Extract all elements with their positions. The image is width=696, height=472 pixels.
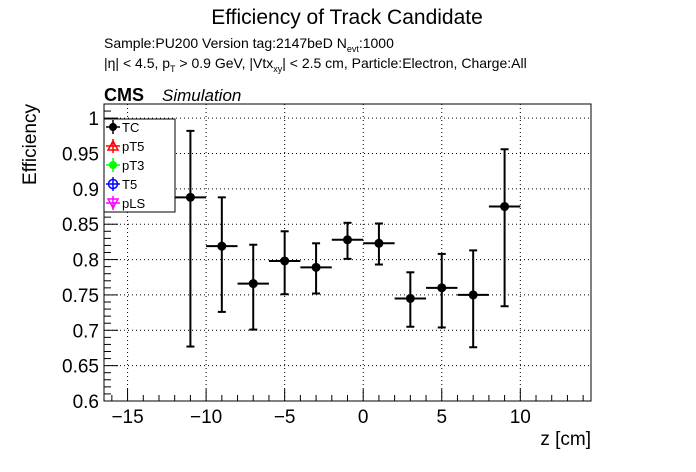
data-point <box>300 242 332 295</box>
chart-subtitle-cuts: |η| < 4.5, pT > 0.9 GeV, |Vtxxy| < 2.5 c… <box>104 55 527 74</box>
legend-entry: pLS <box>106 196 145 211</box>
y-tick-label: 0.75 <box>62 286 99 307</box>
legend-label: pLS <box>122 196 145 211</box>
data-marker <box>248 279 258 289</box>
tick-layer: −15 −10 −5 0 5 10 0.6 0.65 0.7 0.75 0.8 0.85 0.9 0.95… <box>62 103 584 428</box>
x-tick-label: −5 <box>274 407 296 428</box>
data-point <box>206 196 238 313</box>
x-tick-label: 10 <box>510 407 531 428</box>
data-point <box>426 252 458 329</box>
y-tick-label: 1 <box>88 109 99 130</box>
data-point <box>394 271 427 328</box>
y-tick-label: 0.95 <box>62 145 99 166</box>
data-marker <box>311 262 321 272</box>
legend-entries: TC pT5 pT3 T5 pLS <box>106 120 145 211</box>
data-marker <box>343 235 352 245</box>
subtitle-sample-tail: :1000 <box>359 35 394 51</box>
legend-entry: TC <box>106 120 139 135</box>
cms-label: CMS <box>104 85 144 105</box>
subtitle-cuts-part2: > 0.9 GeV, |Vtx <box>176 55 274 71</box>
x-tick-label: −10 <box>190 407 222 428</box>
y-tick-label: 0.7 <box>73 321 99 342</box>
subtitle-cuts-sub1: T <box>170 64 176 74</box>
x-tick-label: −15 <box>111 407 143 428</box>
subtitle-cuts-part3: | < 2.5 cm, Particle:Electron, Charge:Al… <box>282 55 526 71</box>
data-marker <box>185 192 195 202</box>
data-point <box>237 243 269 331</box>
y-tick-label: 0.65 <box>62 357 99 378</box>
chart-subtitle-sample: Sample:PU200 Version tag:2147beD Nevt:10… <box>104 35 394 54</box>
data-marker <box>217 241 227 251</box>
legend-marker-icon <box>107 178 119 190</box>
legend-marker-icon <box>109 123 117 131</box>
data-marker <box>437 283 447 293</box>
legend-label: TC <box>122 120 139 135</box>
legend-entry: pT3 <box>106 158 144 173</box>
x-tick-label: 0 <box>358 407 369 428</box>
data-marker <box>468 290 478 300</box>
legend-entry: T5 <box>106 177 137 192</box>
data-marker <box>280 256 290 266</box>
y-tick-label: 0.9 <box>73 180 99 201</box>
simulation-label: Simulation <box>162 86 241 105</box>
legend-label: pT5 <box>122 139 144 154</box>
subtitle-sample-sub: evt <box>347 44 360 54</box>
data-point <box>363 222 395 266</box>
subtitle-cuts-part1: |η| < 4.5, p <box>104 55 170 71</box>
points-layer <box>174 129 521 349</box>
y-tick-label: 0.6 <box>73 392 99 413</box>
legend-marker-icon <box>106 198 120 210</box>
data-point <box>457 249 489 349</box>
legend-marker-icon <box>109 161 117 169</box>
data-marker <box>374 238 384 248</box>
legend-entry: pT5 <box>106 139 144 154</box>
legend: TC pT5 pT3 T5 pLS <box>103 118 176 213</box>
data-point <box>331 221 364 260</box>
chart-title: Efficiency of Track Candidate <box>211 6 483 29</box>
data-marker <box>405 293 415 303</box>
data-point <box>174 129 207 348</box>
subtitle-cuts-sub2: xy <box>273 64 283 74</box>
y-tick-label: 0.85 <box>62 215 99 236</box>
y-axis-label: Efficiency <box>20 104 41 185</box>
subtitle-sample-text: Sample:PU200 Version tag:2147beD N <box>104 35 347 51</box>
x-tick-label: 5 <box>436 407 447 428</box>
y-tick-label: 0.8 <box>73 251 99 272</box>
data-point <box>488 148 521 308</box>
legend-label: pT3 <box>122 158 144 173</box>
data-marker <box>500 202 510 212</box>
legend-marker-icon <box>106 139 120 151</box>
x-axis-label: z [cm] <box>540 429 591 450</box>
legend-label: T5 <box>122 177 137 192</box>
data-point <box>268 230 301 296</box>
